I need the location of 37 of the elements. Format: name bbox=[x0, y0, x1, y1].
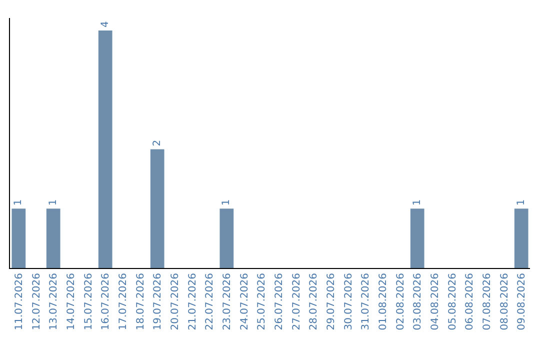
data-label: 1 bbox=[412, 199, 423, 206]
x-tick-label: 03.08.2026 bbox=[412, 273, 424, 330]
data-label: 2 bbox=[152, 140, 163, 146]
x-tick-label: 06.08.2026 bbox=[464, 273, 476, 330]
x-tick-label: 23.07.2026 bbox=[222, 273, 233, 330]
x-tick-label: 08.08.2026 bbox=[499, 273, 510, 330]
x-tick-label: 29.07.2026 bbox=[326, 273, 337, 330]
x-tick-label: 21.07.2026 bbox=[187, 273, 198, 330]
x-tick-label: 04.08.2026 bbox=[430, 273, 441, 330]
x-tick-label: 31.07.2026 bbox=[360, 273, 372, 330]
x-tick-label: 19.07.2026 bbox=[152, 273, 164, 330]
x-tick-label: 15.07.2026 bbox=[83, 273, 94, 330]
data-label: 4 bbox=[100, 21, 111, 28]
x-tick-label: 28.07.2026 bbox=[308, 273, 320, 330]
x-tick-label: 14.07.2026 bbox=[66, 273, 77, 330]
x-tick-label: 30.07.2026 bbox=[343, 273, 354, 330]
x-tick-label: 18.07.2026 bbox=[135, 273, 146, 330]
x-tick-label: 09.08.2026 bbox=[516, 273, 528, 330]
data-label: 1 bbox=[48, 199, 59, 206]
x-tick-label: 11.07.2026 bbox=[14, 273, 25, 330]
data-label: 1 bbox=[516, 199, 527, 206]
x-tick-label: 25.07.2026 bbox=[256, 273, 268, 330]
x-tick-label: 01.08.2026 bbox=[378, 273, 389, 330]
x-tick-label: 07.08.2026 bbox=[482, 273, 493, 330]
data-label: 1 bbox=[221, 199, 232, 206]
x-tick-label: 20.07.2026 bbox=[170, 273, 181, 330]
x-tick-label: 16.07.2026 bbox=[100, 273, 112, 330]
x-tick-label: 02.08.2026 bbox=[395, 273, 406, 330]
data-label: 1 bbox=[13, 199, 24, 206]
x-tick-label: 17.07.2026 bbox=[118, 273, 129, 330]
x-tick-label: 13.07.2026 bbox=[48, 273, 60, 330]
x-tick-label: 05.08.2026 bbox=[447, 273, 458, 330]
x-tick-label: 24.07.2026 bbox=[239, 273, 250, 330]
x-tick-label: 27.07.2026 bbox=[291, 273, 302, 330]
x-tick-label: 12.07.2026 bbox=[31, 273, 42, 330]
x-tick-label: 22.07.2026 bbox=[204, 273, 216, 330]
x-tick-label: 26.07.2026 bbox=[274, 273, 285, 330]
